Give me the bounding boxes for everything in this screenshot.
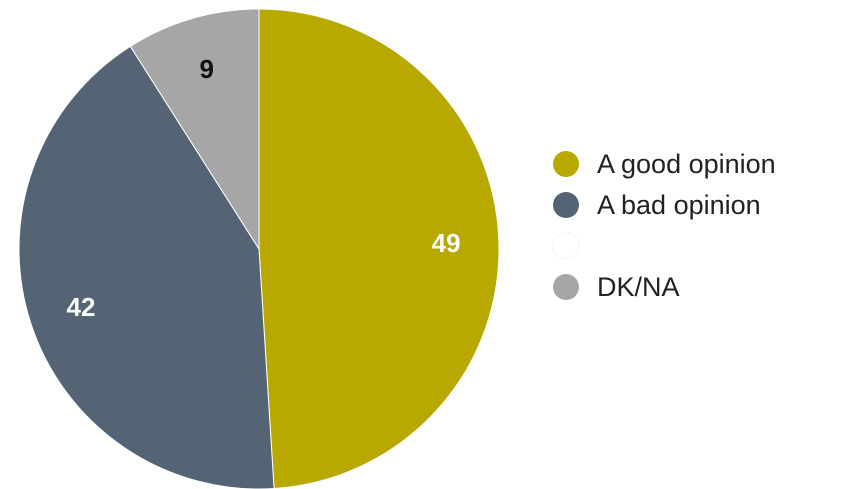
legend-marker-blank [552, 232, 580, 260]
pie-slice-a-bad-opinion [18, 45, 275, 489]
legend-marker-a-good-opinion [553, 151, 579, 177]
pie-slices [18, 8, 500, 489]
pie-slice-labels: 49 42 9 [67, 54, 461, 322]
legend-marker-dk-na [553, 274, 579, 300]
pie-slice-label-dk-na: 9 [200, 54, 214, 84]
legend-marker-a-bad-opinion [553, 192, 579, 218]
pie-slice-label-a-good-opinion: 49 [432, 228, 461, 258]
pie-slice-a-good-opinion [258, 8, 500, 489]
legend: A good opinion A bad opinion DK/NA [552, 149, 776, 302]
pie-slice-dk-na [129, 8, 260, 251]
legend-label-dk-na: DK/NA [597, 272, 680, 302]
legend-label-a-good-opinion: A good opinion [597, 149, 776, 179]
pie-slice-label-a-bad-opinion: 42 [67, 292, 96, 322]
legend-label-a-bad-opinion: A bad opinion [597, 190, 761, 220]
